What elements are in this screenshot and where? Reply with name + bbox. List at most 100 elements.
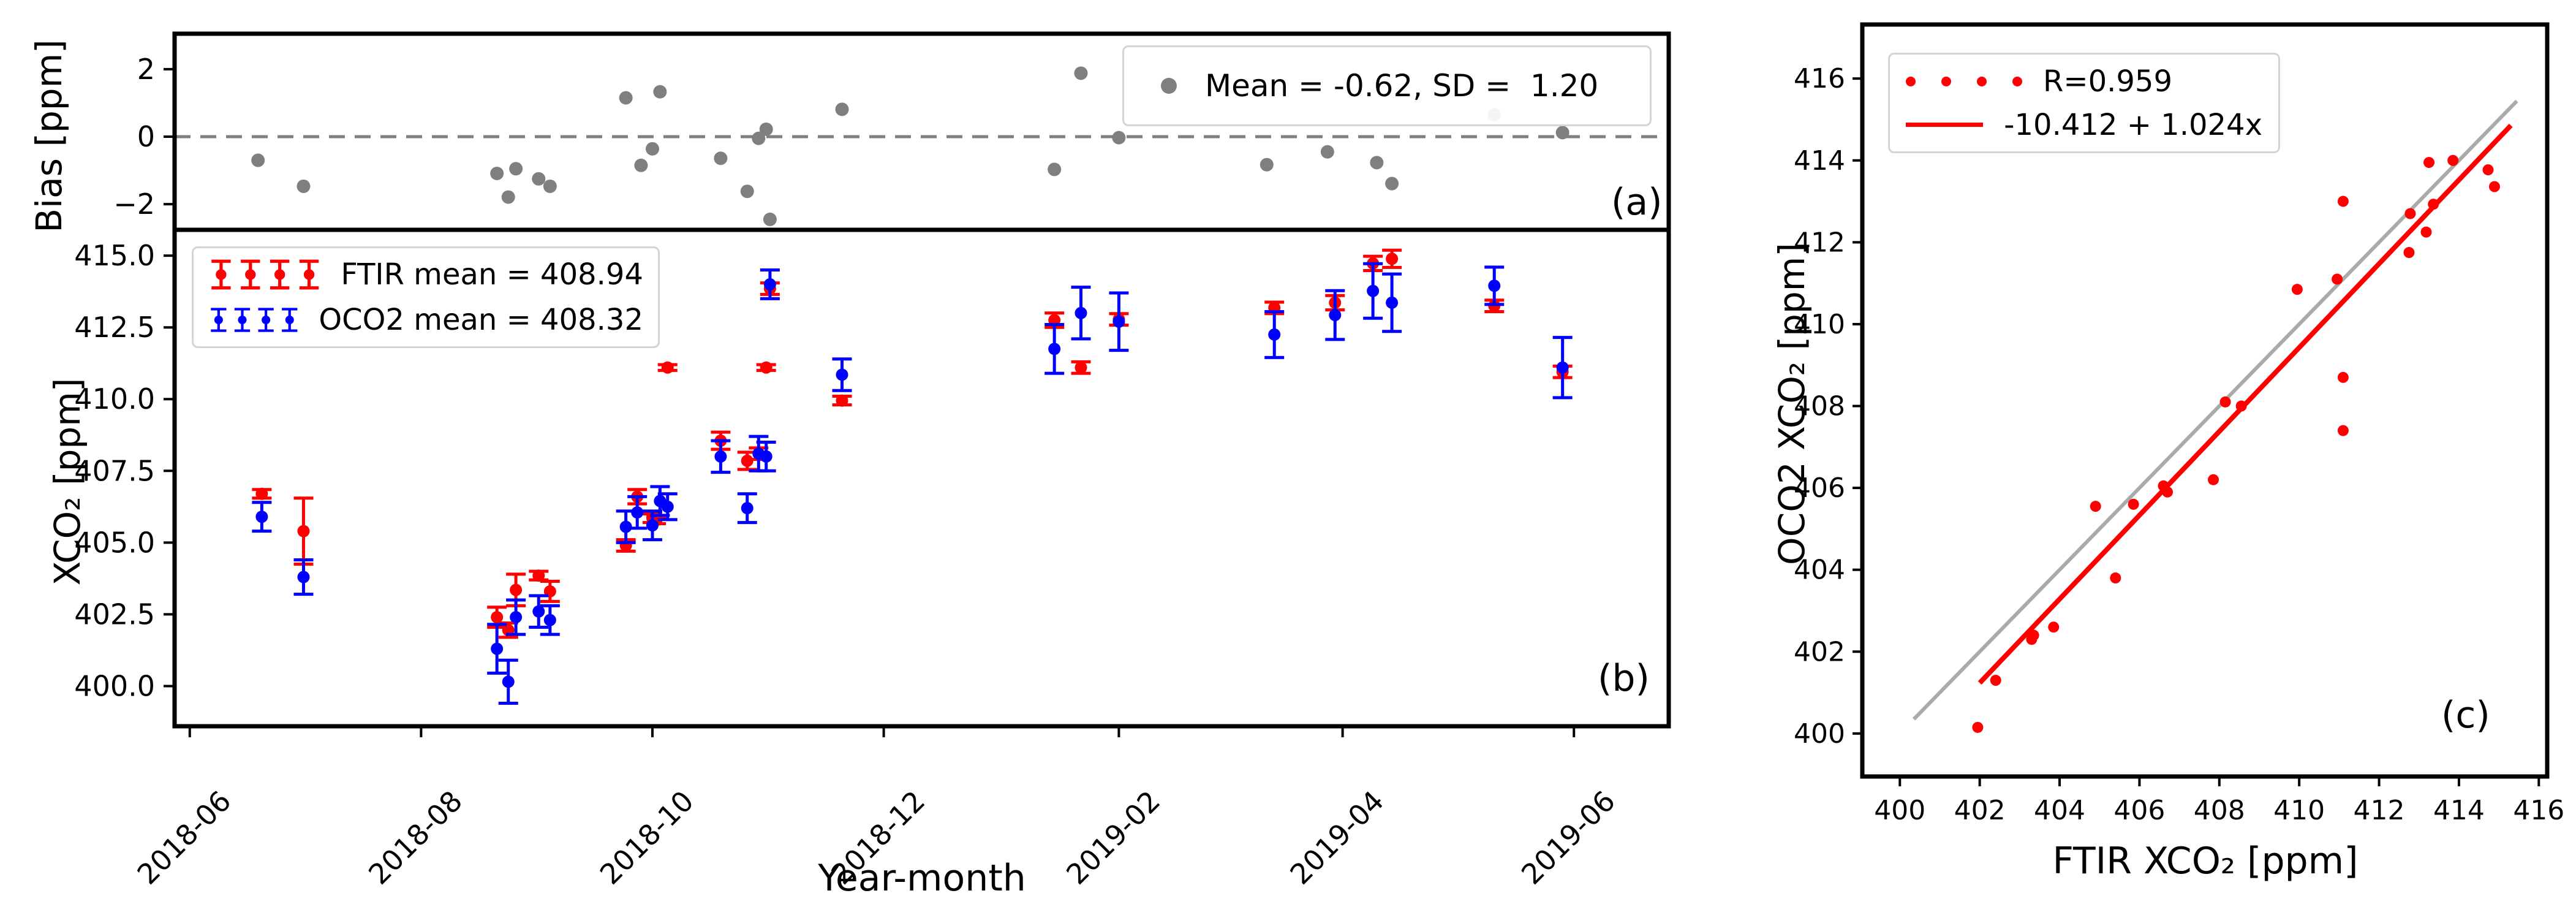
- scatter-point: [2447, 154, 2459, 166]
- regression-legend-line-icon: [1906, 123, 1984, 127]
- bias-point: [740, 184, 754, 199]
- oco2-ytick-label: 414: [1794, 145, 1845, 177]
- oco2-point: [760, 450, 772, 463]
- scatter-point: [1972, 721, 1984, 733]
- xco2-ytick-label: 405.0: [74, 526, 155, 559]
- oco2-point: [1556, 361, 1569, 374]
- oco2-point: [1112, 315, 1125, 328]
- scatter-point: [2048, 621, 2060, 633]
- ftir-point: [661, 361, 674, 374]
- bias-point: [1112, 131, 1126, 145]
- panel-b-legend: FTIR mean = 408.94 OCO2 mean = 408.32: [192, 246, 660, 348]
- scatter-point: [2337, 371, 2349, 383]
- bias-point: [645, 142, 659, 156]
- scatter-point: [2337, 425, 2349, 436]
- scatter-legend-dots-icon: [1906, 76, 2022, 86]
- bias-point: [714, 151, 728, 165]
- oco2-ytick-label: 404: [1794, 555, 1845, 586]
- oco2-point: [1268, 328, 1281, 341]
- bias-point: [835, 102, 849, 116]
- scatter-point: [2110, 572, 2121, 584]
- ftir-xtick-label: 410: [2273, 795, 2325, 826]
- scatter-point: [2219, 396, 2231, 408]
- scatter-point: [2488, 181, 2500, 192]
- ftir-legend-label: FTIR mean = 408.94: [341, 257, 643, 292]
- ftir-point: [1386, 252, 1399, 265]
- panel-c-legend: R=0.959 -10.412 + 1.024x: [1888, 53, 2280, 153]
- ftir-xtick-label: 414: [2433, 795, 2485, 826]
- bias-point: [1385, 177, 1399, 191]
- scatter-point: [2423, 157, 2435, 169]
- ftir-point: [491, 611, 504, 624]
- panel-a-legend: Mean = -0.62, SD = 1.20: [1122, 45, 1652, 126]
- oco2-point: [543, 613, 556, 626]
- bias-point: [501, 190, 515, 204]
- panel-c-frame: [1860, 22, 2550, 779]
- bias-point: [509, 162, 523, 176]
- bias-point: [619, 91, 633, 105]
- scatter-point: [2291, 284, 2303, 295]
- ftir-point: [760, 361, 772, 374]
- scatter-point: [2337, 196, 2349, 207]
- oco2-point: [491, 642, 504, 655]
- bias-ytick-label: −2: [113, 188, 155, 221]
- date-xtick-label: 2019-06: [1515, 784, 1622, 891]
- oco2-point: [763, 278, 776, 290]
- bias-point: [752, 131, 766, 145]
- bias-point: [490, 167, 504, 181]
- panel-b-ylabel: XCO₂ [ppm]: [47, 378, 88, 586]
- panel-c-xlabel: FTIR XCO₂ [ppm]: [2052, 840, 2359, 883]
- oco2-ytick-label: 410: [1794, 309, 1845, 340]
- bias-ytick-label: 2: [137, 53, 155, 86]
- scatter-point: [1990, 675, 2001, 686]
- oco2-ytick-label: 408: [1794, 391, 1845, 422]
- ftir-point: [836, 394, 848, 407]
- oco2-point: [631, 506, 644, 519]
- bias-point: [532, 172, 546, 186]
- oco2-point: [741, 502, 754, 515]
- xco2-ytick-label: 410.0: [74, 382, 155, 416]
- xco2-ytick-label: 400.0: [74, 669, 155, 702]
- xco2-ytick-label: 415.0: [74, 239, 155, 272]
- bias-point: [1260, 158, 1274, 172]
- oco2-point: [1367, 284, 1380, 297]
- oco2-ytick-label: 402: [1794, 636, 1845, 667]
- fit-equation-legend-label: -10.412 + 1.024x: [2004, 107, 2262, 142]
- oco2-point: [1048, 343, 1061, 355]
- panel-a-letter: (a): [1611, 181, 1663, 224]
- scatter-point: [2026, 634, 2038, 645]
- oco2-point: [661, 500, 674, 513]
- ftir-xtick-label: 404: [2034, 795, 2085, 826]
- bias-point: [297, 179, 311, 193]
- ftir-xtick-label: 416: [2513, 795, 2564, 826]
- ftir-xtick-label: 408: [2194, 795, 2245, 826]
- ftir-xtick-label: 412: [2354, 795, 2405, 826]
- ftir-point: [741, 454, 754, 467]
- ftir-point: [532, 569, 545, 582]
- bias-point: [1320, 145, 1334, 159]
- bias-point: [1048, 162, 1062, 177]
- ftir-xtick-label: 406: [2113, 795, 2165, 826]
- panel-b-letter: (b): [1598, 657, 1650, 700]
- ftir-errorbar-legend-icon: [211, 259, 319, 290]
- scatter-point: [2428, 199, 2439, 210]
- identity-line: [1912, 99, 2518, 721]
- ftir-xtick-label: 400: [1874, 795, 1925, 826]
- oco2-point: [836, 368, 848, 381]
- date-xtick-label: 2018-06: [130, 784, 237, 891]
- oco2-point: [510, 611, 523, 624]
- xco2-ytick-label: 412.5: [74, 311, 155, 344]
- oco2-point: [255, 511, 268, 523]
- scatter-point: [2090, 501, 2101, 512]
- bias-point: [634, 158, 648, 172]
- panel-a-frame: [172, 31, 1671, 232]
- oco2-ytick-label: 412: [1794, 227, 1845, 258]
- bias-point: [543, 179, 557, 193]
- oco2-ytick-label: 406: [1794, 473, 1845, 504]
- bias-point: [1074, 66, 1088, 80]
- scatter-point: [2482, 164, 2494, 176]
- scatter-point: [2128, 498, 2139, 510]
- bias-point: [1370, 156, 1384, 170]
- panel-c-letter: (c): [2441, 694, 2490, 737]
